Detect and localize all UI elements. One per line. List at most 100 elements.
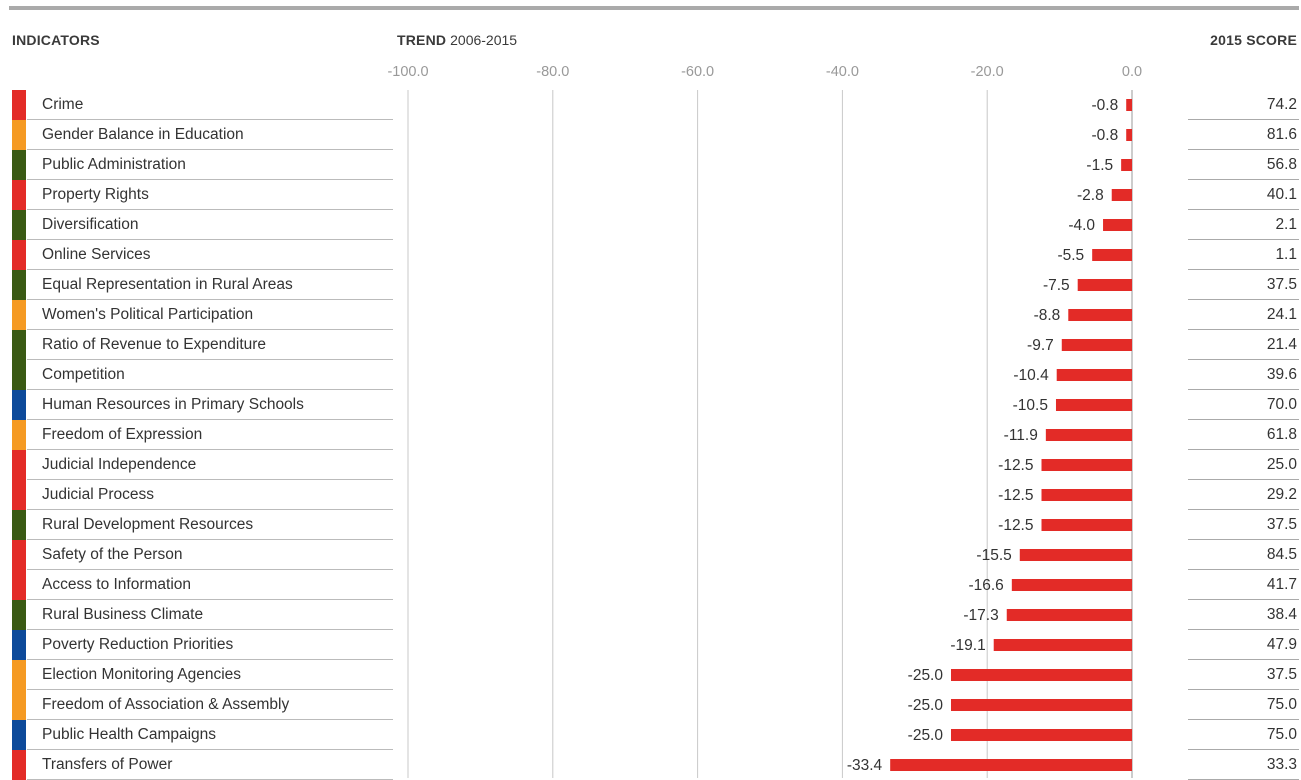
bar-value-label: -0.8	[1091, 97, 1118, 114]
score-value: 74.2	[1266, 96, 1297, 113]
score-divider	[1188, 149, 1299, 150]
score-value: 1.1	[1275, 246, 1297, 263]
indicator-label: Diversification	[42, 216, 139, 233]
score-value: 41.7	[1266, 576, 1297, 593]
score-divider	[1188, 209, 1299, 210]
indicator-label: Election Monitoring Agencies	[42, 666, 242, 683]
x-tick-label: -20.0	[971, 64, 1004, 80]
score-value: 70.0	[1266, 396, 1297, 413]
trend-bar	[1055, 399, 1132, 411]
indicator-row: Rural Business Climate 38.4	[0, 600, 1301, 630]
score-value: 75.0	[1266, 696, 1297, 713]
trend-bar	[951, 699, 1132, 711]
score-value: 61.8	[1266, 426, 1297, 443]
indicator-label: Freedom of Expression	[42, 426, 203, 443]
score-divider	[1188, 179, 1299, 180]
row-divider	[27, 359, 393, 360]
row-divider	[27, 599, 393, 600]
indicator-row: Public Administration 56.8	[0, 150, 1301, 180]
bar-value-label: -7.5	[1043, 277, 1070, 294]
score-value: 75.0	[1266, 726, 1297, 743]
category-swatch	[12, 690, 26, 720]
score-value: 2.1	[1275, 216, 1297, 233]
indicator-row: Freedom of Association & Assembly 75.0	[0, 690, 1301, 720]
bar-value-label: -4.0	[1068, 217, 1095, 234]
indicator-row: Diversification 2.1	[0, 210, 1301, 240]
bar-value-label: -9.7	[1027, 337, 1054, 354]
indicator-row: Equal Representation in Rural Areas 37.5	[0, 270, 1301, 300]
indicator-label: Freedom of Association & Assembly	[42, 696, 290, 713]
score-divider	[1188, 659, 1299, 660]
category-swatch	[12, 600, 26, 630]
category-swatch	[12, 510, 26, 540]
category-swatch	[12, 540, 26, 570]
trend-header: TREND 2006-2015	[397, 32, 517, 48]
row-divider	[27, 239, 393, 240]
trend-header-years: 2006-2015	[446, 32, 518, 48]
bar-value-label: -0.8	[1091, 127, 1118, 144]
trend-bar	[1068, 309, 1132, 321]
x-tick-label: -80.0	[536, 64, 569, 80]
indicator-label: Human Resources in Primary Schools	[42, 396, 304, 413]
row-divider	[27, 179, 393, 180]
category-swatch	[12, 120, 26, 150]
top-rule	[9, 6, 1299, 10]
row-divider	[27, 209, 393, 210]
score-value: 39.6	[1266, 366, 1297, 383]
indicator-row: Crime 74.2	[0, 90, 1301, 120]
indicator-row: Competition 39.6	[0, 360, 1301, 390]
category-swatch	[12, 420, 26, 450]
trend-bar	[1103, 219, 1132, 231]
trend-bar	[1126, 99, 1132, 111]
bar-value-label: -33.4	[847, 757, 883, 774]
score-divider	[1188, 329, 1299, 330]
trend-bar	[1061, 339, 1132, 351]
category-swatch	[12, 180, 26, 210]
score-value: 56.8	[1266, 156, 1297, 173]
trend-bar	[1126, 129, 1132, 141]
score-divider	[1188, 479, 1299, 480]
category-swatch	[12, 330, 26, 360]
score-value: 40.1	[1266, 186, 1297, 203]
trend-bar	[993, 639, 1132, 651]
score-value: 84.5	[1266, 546, 1297, 563]
trend-bar	[1056, 369, 1132, 381]
trend-bar	[951, 729, 1132, 741]
category-swatch	[12, 750, 26, 780]
bar-value-label: -11.9	[1004, 427, 1038, 444]
indicator-label: Ratio of Revenue to Expenditure	[42, 336, 267, 353]
x-tick-label: -40.0	[826, 64, 859, 80]
x-tick-label: -100.0	[387, 64, 428, 80]
indicator-row: Safety of the Person 84.5	[0, 540, 1301, 570]
indicator-label: Rural Business Climate	[42, 606, 204, 623]
score-value: 47.9	[1266, 636, 1297, 653]
indicator-label: Competition	[42, 366, 125, 383]
bar-value-label: -19.1	[950, 637, 985, 654]
category-swatch	[12, 720, 26, 750]
indicator-row: Human Resources in Primary Schools 70.0	[0, 390, 1301, 420]
indicator-row: Judicial Independence 25.0	[0, 450, 1301, 480]
indicator-row: Poverty Reduction Priorities 47.9	[0, 630, 1301, 660]
trend-bar	[1092, 249, 1132, 261]
bar-value-label: -1.5	[1086, 157, 1113, 174]
score-value: 24.1	[1266, 306, 1297, 323]
row-divider	[27, 539, 393, 540]
trend-bar	[1006, 609, 1132, 621]
score-value: 38.4	[1266, 606, 1297, 623]
indicator-label: Judicial Process	[42, 486, 154, 503]
score-divider	[1188, 629, 1299, 630]
indicator-label: Poverty Reduction Priorities	[42, 636, 234, 653]
bar-value-label: -12.5	[998, 517, 1033, 534]
indicator-label: Public Health Campaigns	[42, 726, 217, 743]
trend-bar	[1041, 459, 1132, 471]
trend-bar	[1019, 549, 1132, 561]
indicator-label: Crime	[42, 96, 84, 113]
row-divider	[27, 689, 393, 690]
indicator-row: Property Rights 40.1	[0, 180, 1301, 210]
x-tick-label: 0.0	[1122, 64, 1142, 80]
indicator-label: Judicial Independence	[42, 456, 197, 473]
bar-value-label: -12.5	[998, 457, 1033, 474]
score-divider	[1188, 239, 1299, 240]
row-divider	[27, 749, 393, 750]
